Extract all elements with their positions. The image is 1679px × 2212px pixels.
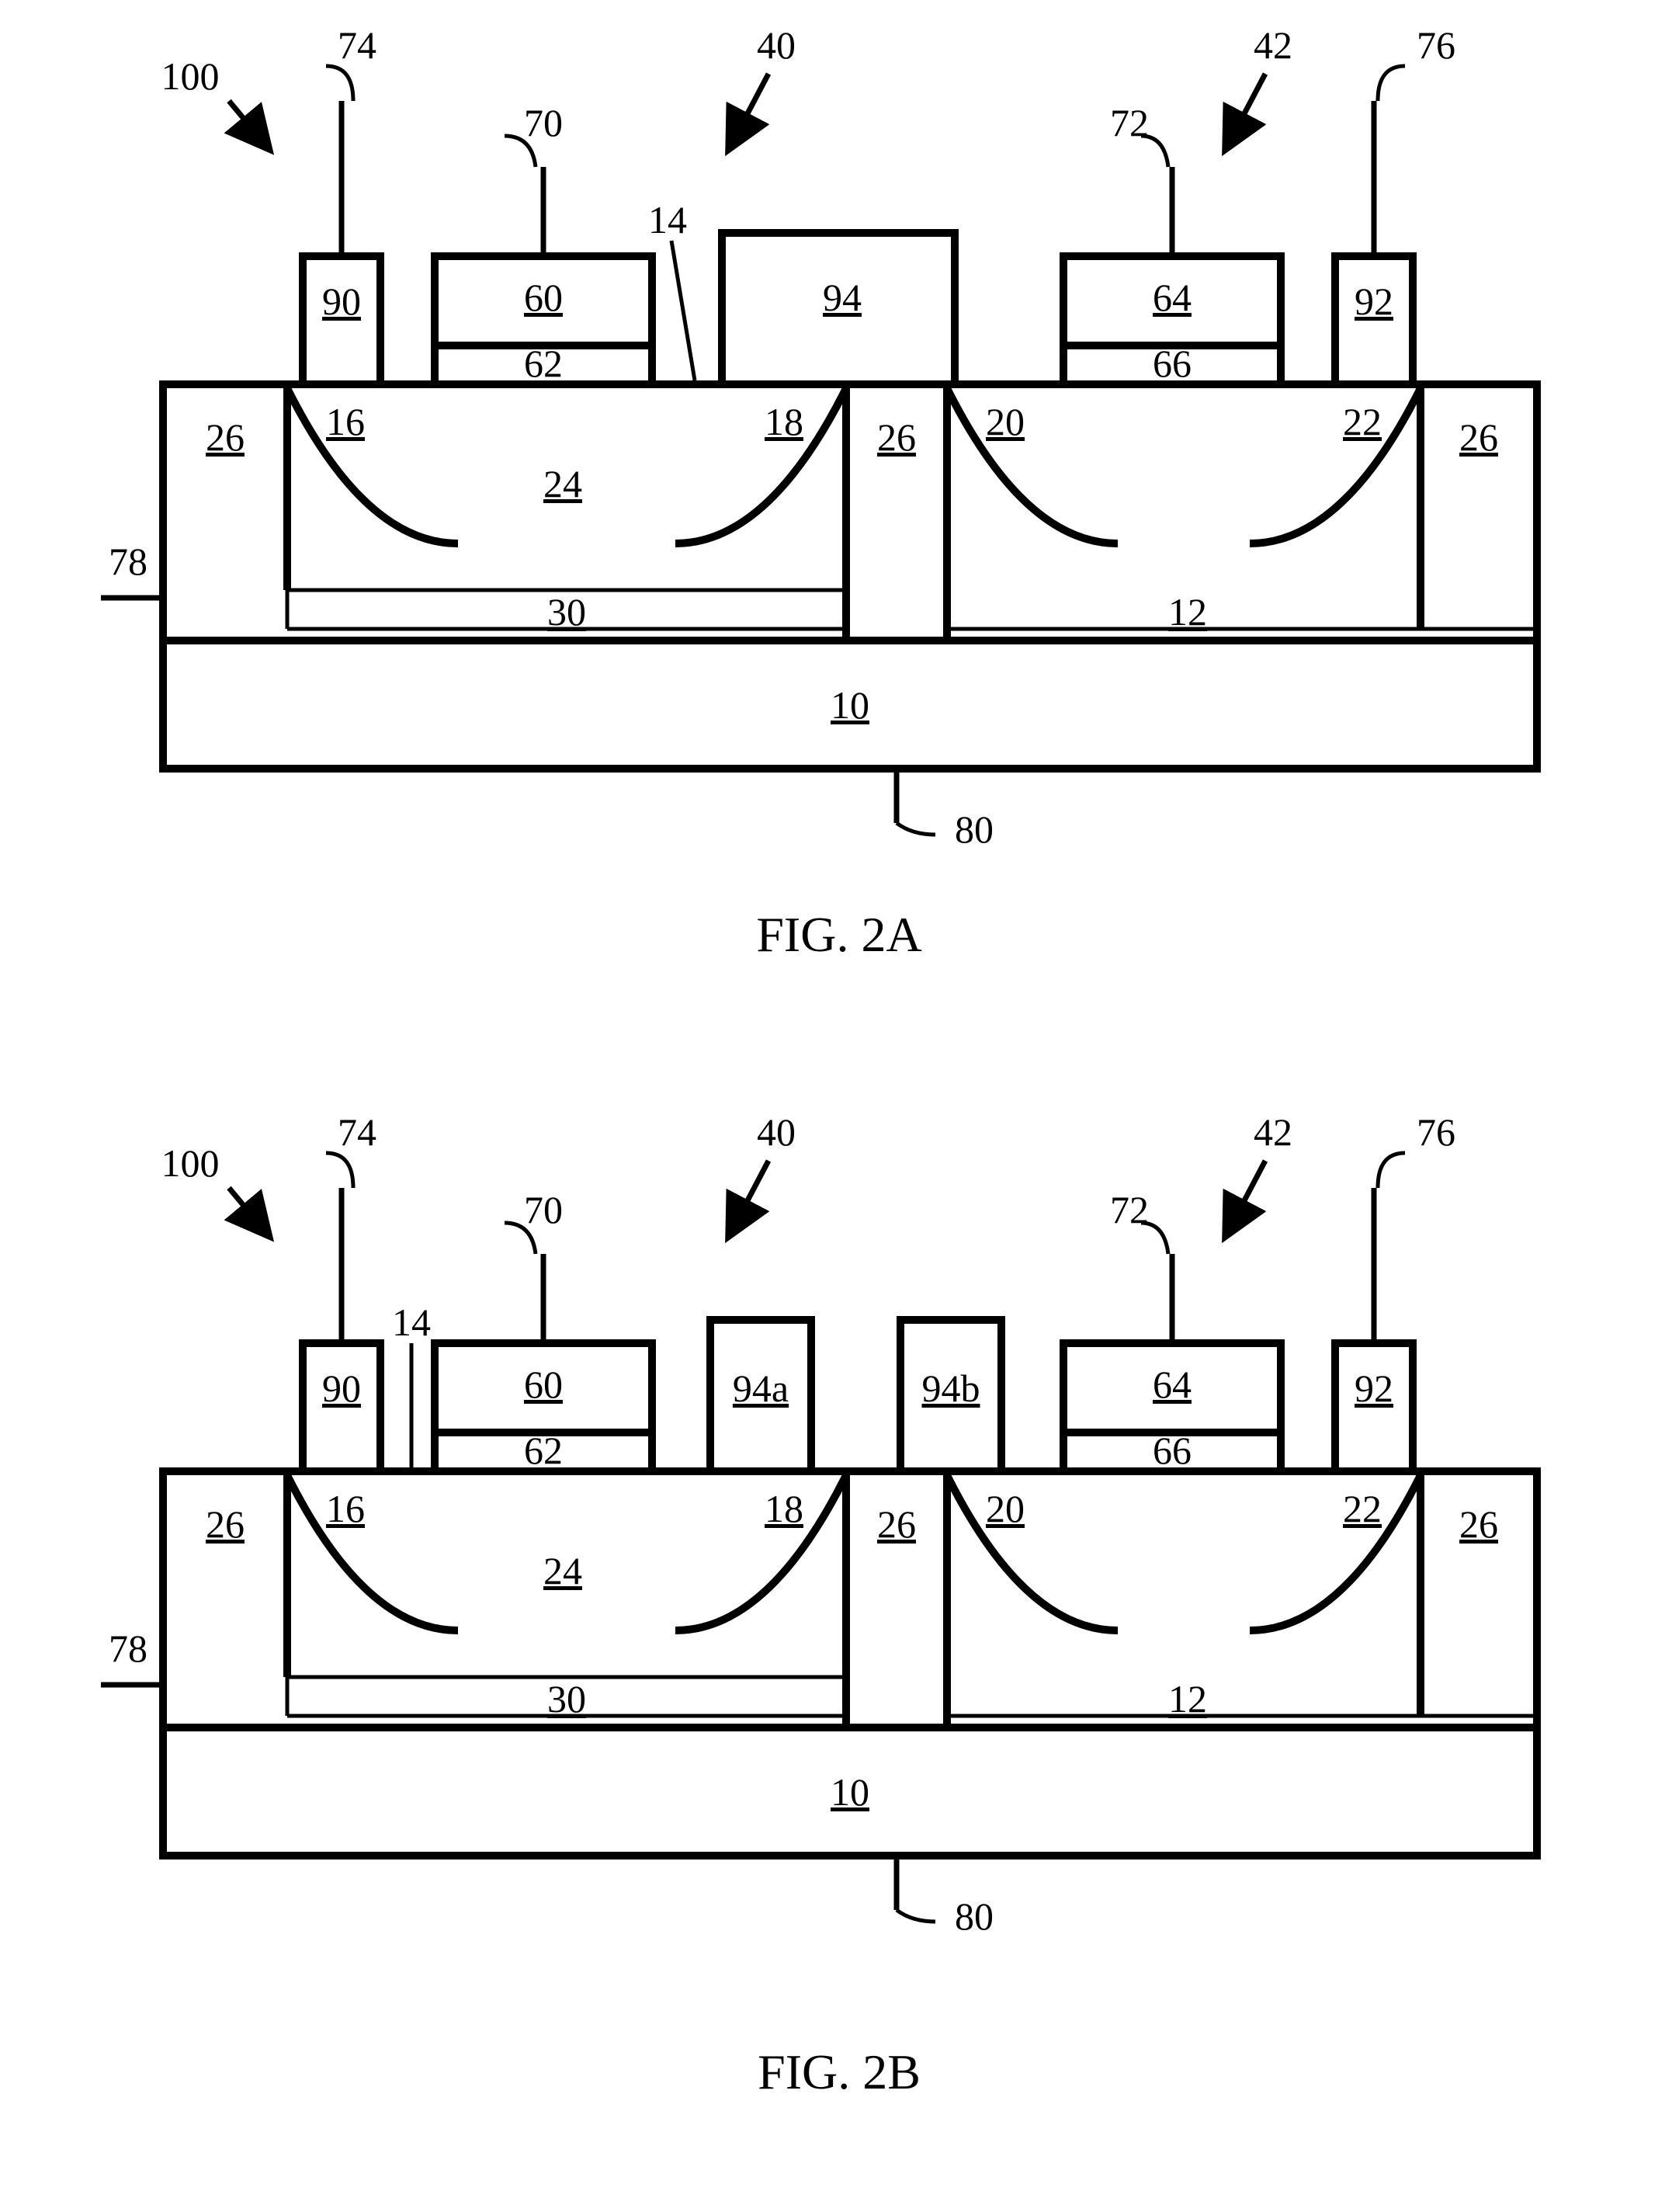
arc-20 [947,388,1118,543]
figure-2a: 90 60 62 94 64 66 92 26 16 24 18 26 20 2… [101,23,1537,962]
svg-text:14: 14 [392,1300,431,1344]
lead-100-arrow [229,101,268,148]
svg-text:26: 26 [877,1502,916,1546]
lead-80-text: 80 [955,807,994,851]
svg-text:92: 92 [1355,1366,1393,1410]
svg-text:30: 30 [547,1677,586,1721]
label-94: 94 [823,276,862,319]
label-60: 60 [524,276,563,319]
lead-40-text: 40 [757,23,796,67]
svg-text:76: 76 [1417,1110,1455,1154]
label-24: 24 [543,462,582,505]
svg-text:20: 20 [986,1487,1025,1530]
lead-100-text: 100 [161,54,220,98]
lead-74-text: 74 [338,23,376,67]
svg-text:64: 64 [1153,1363,1192,1406]
label-62: 62 [524,342,563,385]
label-20: 20 [986,400,1025,443]
label-10: 10 [831,683,869,727]
arc-18 [675,388,846,543]
lead-40-arrow [730,74,768,148]
lead-14-line [671,241,695,380]
label-90: 90 [322,280,361,323]
lead-76-hook [1378,66,1405,101]
svg-text:94b: 94b [922,1366,980,1410]
svg-text:40: 40 [757,1110,796,1154]
svg-text:60: 60 [524,1363,563,1406]
svg-text:26: 26 [206,1502,245,1546]
lead-78-text: 78 [109,540,147,583]
lead-76-text: 76 [1417,23,1455,67]
lead-42-text: 42 [1254,23,1292,67]
label-18: 18 [765,400,803,443]
arc-22 [1250,388,1421,543]
lead-70-text: 70 [524,101,563,144]
caption-2b: FIG. 2B [758,2044,921,2099]
label-64: 64 [1153,276,1192,319]
lead-14-text: 14 [648,198,687,241]
svg-text:74: 74 [338,1110,376,1154]
label-26b: 26 [877,415,916,459]
svg-text:66: 66 [1153,1429,1192,1472]
svg-text:72: 72 [1110,1188,1149,1231]
svg-text:10: 10 [831,1770,869,1814]
svg-text:94a: 94a [733,1366,789,1410]
label-92: 92 [1355,280,1393,323]
label-22: 22 [1343,400,1382,443]
svg-text:90: 90 [322,1366,361,1410]
svg-text:62: 62 [524,1429,563,1472]
svg-text:26: 26 [1459,1502,1498,1546]
figure-2b: 90 60 62 94a 94b 64 66 92 26 16 24 18 26… [101,1110,1537,2099]
label-26a: 26 [206,415,245,459]
svg-text:16: 16 [326,1487,365,1530]
label-66: 66 [1153,342,1192,385]
svg-text:18: 18 [765,1487,803,1530]
caption-2a: FIG. 2A [756,907,921,962]
svg-text:70: 70 [524,1188,563,1231]
label-30: 30 [547,590,586,634]
arc-16 [287,388,458,543]
svg-text:80: 80 [955,1894,994,1938]
svg-text:42: 42 [1254,1110,1292,1154]
lead-74-hook [326,66,353,101]
svg-text:24: 24 [543,1549,582,1592]
svg-text:12: 12 [1168,1677,1207,1721]
label-16: 16 [326,400,365,443]
svg-text:100: 100 [161,1141,220,1185]
label-12: 12 [1168,590,1207,634]
svg-text:78: 78 [109,1627,147,1670]
lead-72-text: 72 [1110,101,1149,144]
svg-text:22: 22 [1343,1487,1382,1530]
label-26c: 26 [1459,415,1498,459]
lead-80-hook [897,823,935,835]
